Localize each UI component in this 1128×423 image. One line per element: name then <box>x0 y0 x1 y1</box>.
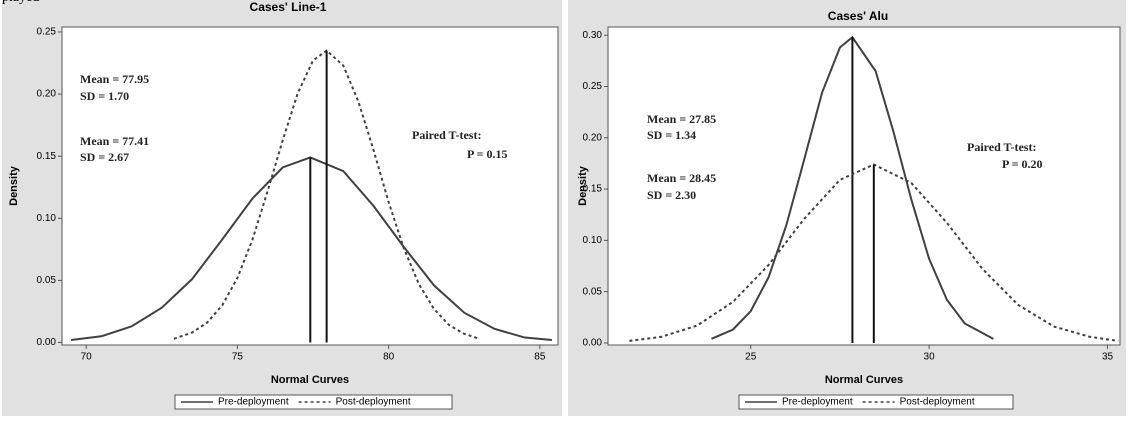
x-tick-label: 75 <box>232 352 244 363</box>
x-tick-label: 25 <box>745 352 757 363</box>
annotation: Mean = 27.85 <box>647 112 716 126</box>
x-tick-label: 30 <box>924 352 936 363</box>
y-tick-label: 0.30 <box>583 30 603 41</box>
y-tick-label: 0.05 <box>583 286 603 297</box>
x-axis-label: Normal Curves <box>825 374 903 386</box>
annotation: Mean = 77.41 <box>80 134 149 148</box>
x-tick-label: 35 <box>1102 352 1114 363</box>
y-tick-label: 0.25 <box>583 81 603 92</box>
y-tick-label: 0.10 <box>583 235 603 246</box>
legend-label: Post-deployment <box>900 397 975 408</box>
y-tick-label: 0.00 <box>583 338 603 349</box>
density-curve <box>711 35 994 340</box>
annotation: SD = 2.30 <box>647 188 696 202</box>
annotation: Paired T-test: <box>412 128 481 142</box>
y-tick-label: 0.00 <box>37 337 57 348</box>
x-tick-label: 70 <box>81 352 93 363</box>
y-tick-label: 0.20 <box>583 132 603 143</box>
x-tick-label: 80 <box>383 352 395 363</box>
y-tick-label: 0.05 <box>37 275 57 286</box>
annotation: Mean = 77.95 <box>80 72 149 86</box>
annotation: P = 0.20 <box>1002 157 1043 171</box>
annotation: Mean = 28.45 <box>647 171 716 185</box>
annotation: SD = 2.67 <box>80 150 129 164</box>
chart-title: Cases' Line-1 <box>250 0 327 14</box>
y-tick-label: 0.15 <box>37 151 57 162</box>
density-curve <box>173 49 480 340</box>
y-tick-label: 0.20 <box>37 89 57 100</box>
y-tick-label: 0.15 <box>583 184 603 195</box>
x-tick-label: 85 <box>534 352 546 363</box>
chart-title: Cases' Alu <box>828 9 888 23</box>
y-tick-label: 0.10 <box>37 213 57 224</box>
legend-label: Pre-deployment <box>218 397 289 408</box>
y-axis-label: Density <box>577 165 589 206</box>
y-axis-label: Density <box>8 165 20 206</box>
annotation: P = 0.15 <box>467 147 508 161</box>
y-tick-label: 0.25 <box>37 27 57 38</box>
legend-label: Pre-deployment <box>782 397 853 408</box>
annotation: Paired T-test: <box>967 140 1036 154</box>
legend-label: Post-deployment <box>336 397 411 408</box>
annotation: SD = 1.70 <box>80 89 129 103</box>
plot-area <box>607 26 1121 346</box>
annotation: SD = 1.34 <box>647 128 696 142</box>
clipped-text: played <box>2 0 39 5</box>
x-axis-label: Normal Curves <box>271 374 349 386</box>
